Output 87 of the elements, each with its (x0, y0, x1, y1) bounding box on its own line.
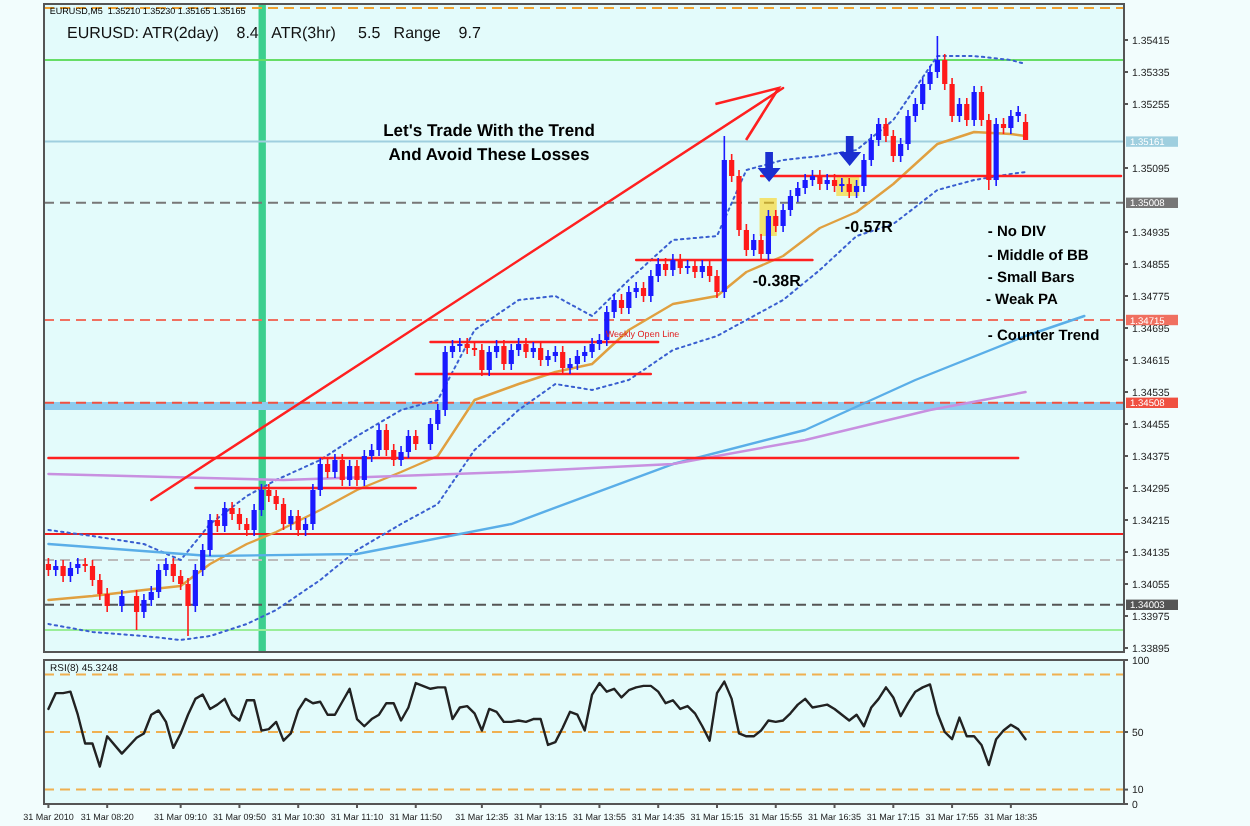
candlestick (876, 117, 882, 147)
line-series (47, 680, 1027, 768)
candlestick (251, 503, 257, 537)
candlestick (288, 509, 294, 531)
candlestick (574, 349, 580, 371)
candlestick (648, 269, 654, 303)
candlestick (67, 561, 74, 583)
candlestick (1022, 113, 1029, 141)
candlestick (545, 349, 551, 367)
candlestick (75, 557, 81, 575)
candlestick (670, 253, 676, 277)
candlestick (295, 509, 301, 537)
candlestick (141, 593, 147, 619)
candlestick (655, 257, 661, 283)
candlestick (310, 483, 316, 531)
candlestick (905, 109, 911, 151)
candlestick (119, 589, 125, 613)
candlestick (192, 563, 198, 613)
line-series (47, 390, 1027, 482)
candlestick (934, 35, 940, 79)
candlestick (185, 577, 191, 637)
candlestick (405, 429, 412, 459)
candlestick (258, 483, 265, 517)
candlestick (714, 269, 720, 299)
annotation: EURUSD: ATR(2day) 8.4 ATR(3hr) 5.5 Range 9.7 (67, 24, 482, 42)
candlestick (280, 497, 287, 531)
candlestick (920, 77, 926, 111)
candlestick (802, 173, 808, 195)
candlestick (964, 97, 970, 127)
candlestick (236, 507, 243, 531)
candlestick (765, 209, 772, 261)
candlestick (927, 65, 933, 91)
candlestick (839, 177, 845, 193)
candlestick (582, 345, 588, 363)
candlestick (156, 563, 162, 599)
candlestick (170, 557, 176, 583)
candlestick (633, 281, 639, 299)
candlestick (611, 293, 617, 319)
candlestick (200, 543, 206, 577)
candlestick (890, 129, 896, 163)
candlestick (60, 559, 66, 583)
candlestick (398, 445, 404, 467)
candlestick (413, 429, 419, 451)
candlestick (751, 233, 757, 257)
candlestick (824, 173, 830, 191)
annotation: Let's Trade With the Trend (383, 120, 595, 140)
candlestick (376, 423, 382, 457)
candlestick (97, 573, 103, 601)
candlestick (729, 153, 735, 183)
candlestick (971, 85, 977, 127)
candlestick (626, 285, 632, 315)
candlestick (787, 189, 794, 217)
candlestick (361, 449, 367, 487)
candlestick (883, 117, 889, 143)
candlestick (486, 345, 492, 377)
candlestick (1008, 109, 1014, 135)
candlestick (317, 457, 323, 497)
candlestick (898, 137, 904, 163)
candlestick (222, 501, 228, 533)
candlestick (589, 337, 595, 359)
candlestick (912, 97, 918, 123)
candlestick (148, 585, 154, 607)
candlestick (567, 357, 573, 375)
candlestick (780, 203, 786, 233)
candlestick (104, 587, 110, 613)
candlestick (133, 589, 140, 631)
candlestick (82, 557, 88, 573)
candlestick (508, 343, 514, 371)
candlestick (207, 513, 213, 557)
candlestick (956, 97, 963, 123)
candlestick (773, 209, 779, 233)
candlestick (347, 459, 353, 487)
candlestick (53, 559, 59, 577)
candlestick (435, 403, 441, 431)
candlestick (795, 181, 801, 203)
annotation: -0.57R (844, 218, 894, 236)
annotation: And Avoid These Losses (388, 144, 591, 164)
candlestick (332, 453, 338, 479)
candlestick (89, 559, 96, 587)
candlestick (178, 569, 184, 591)
candlestick (618, 293, 625, 315)
candlestick (1015, 105, 1021, 123)
annotation: -0.38R (752, 272, 802, 290)
candlestick (427, 417, 434, 451)
candlestick (978, 85, 985, 127)
candlestick (640, 281, 647, 303)
candlestick (457, 337, 463, 353)
